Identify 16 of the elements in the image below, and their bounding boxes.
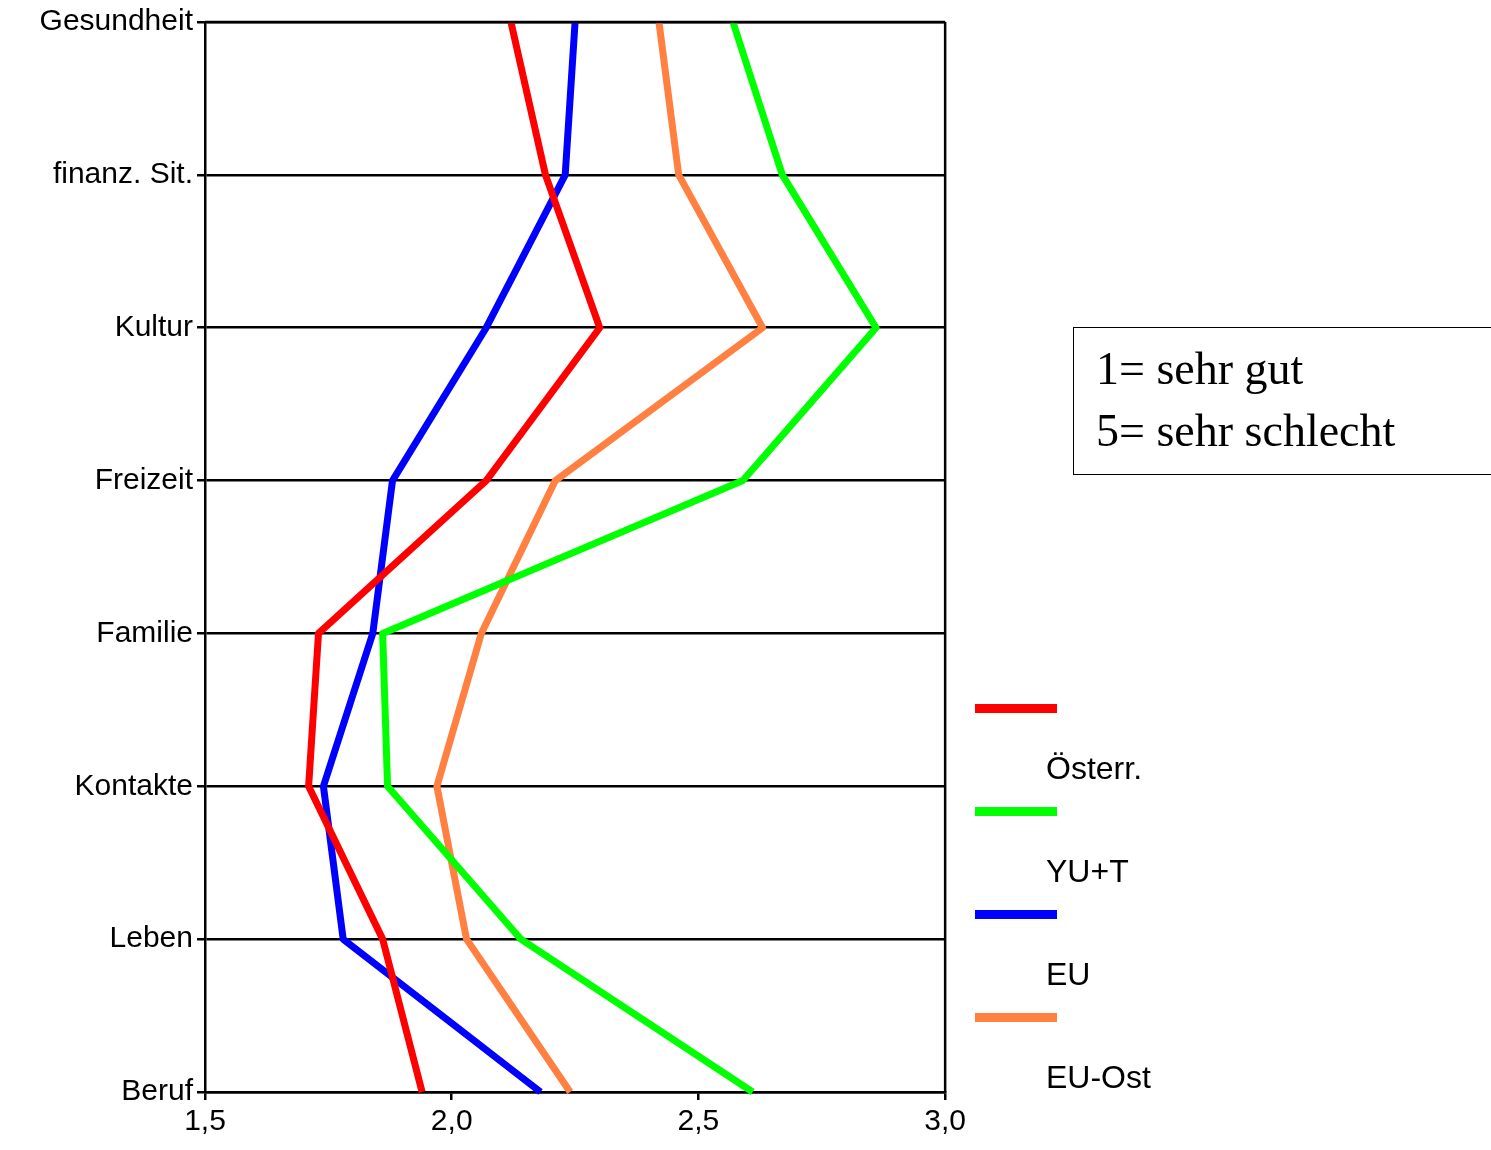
x-tick-label: 3,0 xyxy=(924,1103,967,1137)
legend-label: YU+T xyxy=(1046,853,1129,890)
y-tick-label: finanz. Sit. xyxy=(52,156,193,190)
y-tick-label: Gesundheit xyxy=(39,3,194,37)
y-tick-label: Leben xyxy=(109,920,193,954)
x-tick-label: 2,0 xyxy=(430,1103,473,1137)
y-tick-label: Kultur xyxy=(114,308,193,342)
legend-label: EU-Ost xyxy=(1046,1059,1151,1096)
y-tick-label: Familie xyxy=(96,614,193,648)
text: 1= sehr gut xyxy=(1096,342,1305,396)
legend-label: EU xyxy=(1046,956,1091,993)
y-tick-label: Freizeit xyxy=(94,461,194,495)
x-tick-label: 2,5 xyxy=(677,1103,720,1137)
legend-label: Österr. xyxy=(1046,750,1143,787)
text: 5= sehr schlecht xyxy=(1096,404,1397,458)
y-tick-label: Kontakte xyxy=(74,767,193,801)
